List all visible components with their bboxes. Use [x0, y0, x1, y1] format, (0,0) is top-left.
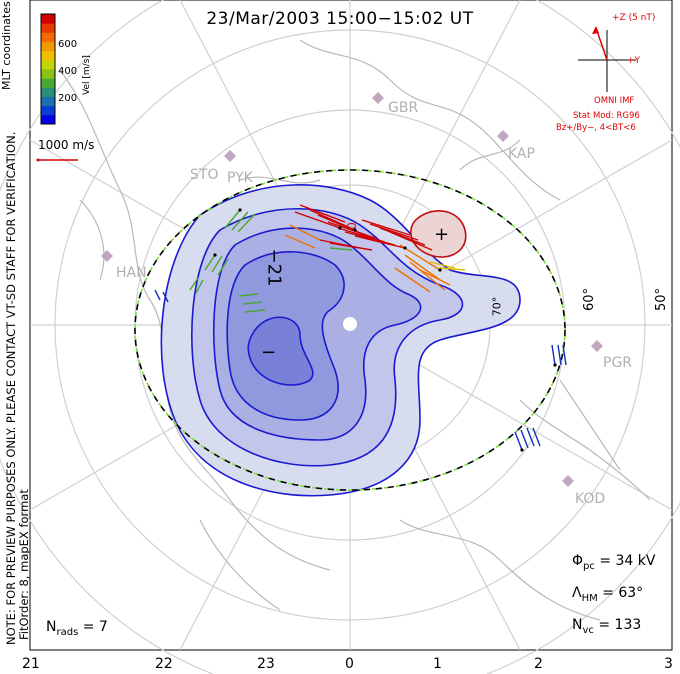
colorbar-frame	[40, 13, 56, 125]
colorbar-tick-200: 200	[58, 93, 78, 104]
vectors-blue	[154, 289, 567, 451]
colorbar-band	[41, 105, 55, 116]
colorbar-band	[41, 69, 55, 79]
colorbar	[41, 14, 55, 125]
hm-boundary-green	[134, 169, 566, 491]
colorbar-band	[41, 41, 55, 52]
colorbar-tick-400: 400	[58, 66, 78, 77]
contour-label-zero: 0	[343, 222, 358, 230]
mlt-tick-1: 1	[433, 656, 442, 672]
colorbar-band	[41, 96, 55, 107]
mlt-tick-3: 3	[664, 656, 673, 672]
velocity-vectors	[154, 204, 567, 452]
stat-phi-pc: Φpc = 34 kV	[572, 553, 656, 572]
colorbar-band	[41, 32, 55, 42]
contour-max-marker: +	[434, 224, 450, 245]
station-pyk: PYK	[227, 170, 253, 186]
station-markers	[101, 92, 603, 487]
vector-scale-label: 1000 m/s	[38, 138, 95, 152]
lat-label-50: 50°	[654, 287, 670, 312]
vector-origins	[213, 208, 557, 452]
station-sto: STO	[190, 167, 219, 183]
coords-label: MLT coordinates	[0, 1, 13, 90]
colorbar-band	[41, 78, 55, 88]
colorbar-band	[41, 59, 55, 70]
vectors-yellow	[429, 261, 466, 271]
fit-order-note: FitOrder: 8, mapEX format	[17, 489, 31, 640]
colorbar-band	[41, 50, 55, 61]
contour-5	[247, 316, 314, 386]
imf-vector	[595, 27, 608, 61]
colorbar-band	[41, 23, 55, 33]
magnetic-pole	[343, 317, 357, 331]
stat-lambda-hm: ΛHM = 63°	[572, 585, 644, 604]
imf-conditions: Bz+/By−, 4<BT<6	[556, 123, 636, 133]
station-kap: KAP	[508, 146, 535, 162]
map-title: 23/Mar/2003 15:00−15:02 UT	[206, 9, 474, 29]
mlt-tick-22: 22	[155, 656, 173, 672]
colorbar-band	[41, 14, 55, 24]
imf-dial	[578, 26, 636, 92]
vectors-red	[294, 204, 433, 251]
imf-y-label: +Y	[627, 56, 641, 66]
mlt-tick-21: 21	[22, 656, 40, 672]
stat-nrads: Nrads = 7	[46, 619, 108, 638]
imf-source: OMNI IMF	[594, 96, 635, 106]
colorbar-band	[41, 114, 55, 125]
mlt-tick-2: 2	[534, 656, 543, 672]
colorbar-unit: Vel [m/s]	[82, 55, 92, 95]
station-gbr: GBR	[388, 100, 419, 116]
lat-label-70: 70°	[490, 296, 504, 317]
vectors-orange	[284, 224, 451, 293]
station-han: HAN	[116, 265, 147, 281]
station-kod: KOD	[575, 491, 606, 507]
imf-z-label: +Z (5 nT)	[612, 13, 656, 23]
mlt-tick-0: 0	[345, 656, 354, 672]
negative-cell	[160, 184, 521, 497]
preview-note: NOTE: FOR PREVIEW PURPOSES ONLY. PLEASE …	[4, 131, 18, 645]
stat-nvc: Nvc = 133	[572, 617, 642, 636]
contour-min-marker: −	[261, 342, 277, 363]
station-pgr: PGR	[603, 355, 633, 371]
imf-model: Stat Mod: RG96	[573, 111, 640, 121]
colorbar-tick-600: 600	[58, 39, 78, 50]
vectors-green	[189, 209, 353, 313]
mlt-tick-23: 23	[257, 656, 275, 672]
contour-label-min: −21	[263, 248, 285, 287]
colorbar-band	[41, 87, 55, 97]
lat-label-60: 60°	[582, 287, 598, 312]
